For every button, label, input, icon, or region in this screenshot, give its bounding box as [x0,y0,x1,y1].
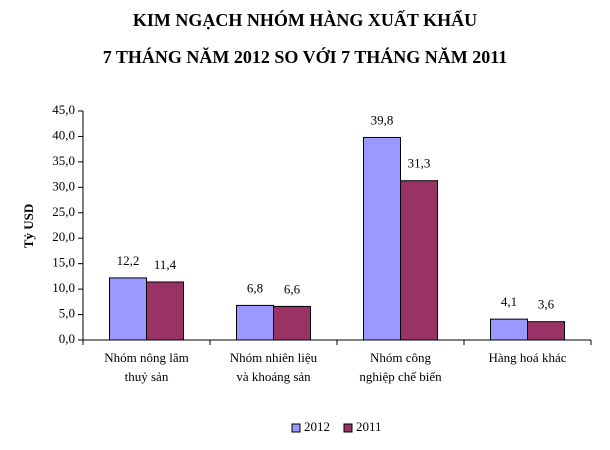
bar [273,305,311,341]
legend-swatch [291,423,301,433]
bar [109,277,147,341]
x-tick-label: Nhóm nông lâm thuỷ sản [104,350,189,384]
bar [400,180,438,341]
x-tick-label: Nhóm nhiên liệu và khoáng sản [229,350,318,384]
y-tick-label: 5,0 [59,306,75,321]
y-axis-label: Tỷ USD [21,204,36,248]
chart-title: KIM NGẠCH NHÓM HÀNG XUẤT KHẨU [133,9,477,30]
x-tick-label: Hàng hoá khác [488,350,567,365]
y-tick-label: 15,0 [52,255,75,270]
value-label: 31,3 [408,156,431,171]
bar [527,321,565,341]
value-label: 3,6 [538,297,555,312]
legend-label: 2012 [304,419,330,434]
legend-label: 2011 [356,419,382,434]
bar [363,136,401,341]
value-label: 6,8 [247,280,263,295]
x-tick-label: Nhóm công nghiệp chế biến [359,350,442,384]
value-label: 6,6 [284,281,301,296]
y-tick-label: 25,0 [52,204,75,219]
y-tick-label: 30,0 [52,178,75,193]
chart-subtitle: 7 THÁNG NĂM 2012 SO VỚI 7 THÁNG NĂM 2011 [103,46,508,67]
bar [236,304,274,341]
y-tick-label: 45,0 [52,102,75,117]
value-label: 12,2 [117,253,140,268]
value-label: 4,1 [501,294,517,309]
y-tick-label: 20,0 [52,229,75,244]
y-tick-label: 40,0 [52,127,75,142]
y-tick-label: 10,0 [52,280,75,295]
y-tick-label: 0,0 [59,331,75,346]
value-label: 39,8 [371,112,394,127]
legend-swatch [343,423,353,433]
y-tick-label: 35,0 [52,153,75,168]
bar [146,281,184,341]
bar [490,318,528,341]
value-label: 11,4 [154,257,177,272]
